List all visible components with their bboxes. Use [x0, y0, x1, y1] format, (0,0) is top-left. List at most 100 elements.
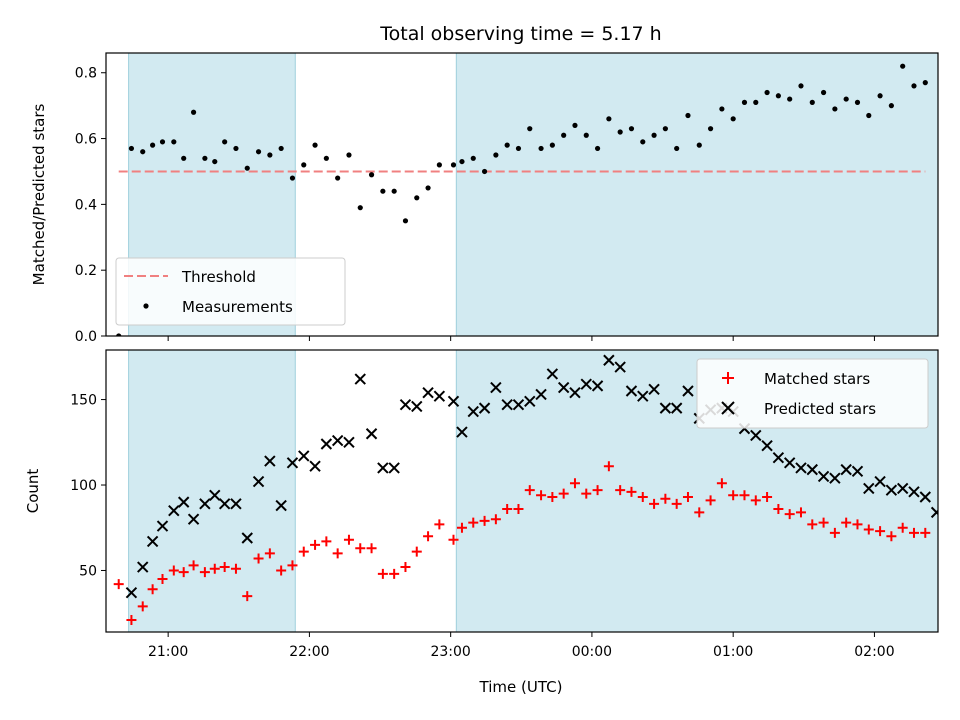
measurement-point: [190, 109, 197, 115]
measurement-point: [843, 96, 849, 102]
matched-star-point: [694, 507, 705, 518]
matched-star-point: [897, 522, 908, 533]
measurement-point: [911, 83, 917, 89]
measurement-point: [753, 99, 759, 105]
predicted-star-point: [874, 475, 886, 488]
y-tick-label: 50: [79, 563, 97, 579]
predicted-star-point: [286, 457, 299, 469]
predicted-star-point: [546, 368, 559, 380]
matched-star-point: [739, 490, 750, 501]
shaded-band: [456, 53, 938, 336]
predicted-star-point: [750, 429, 762, 442]
matched-star-point: [875, 526, 886, 537]
predicted-star-point: [433, 390, 446, 402]
matched-star-point: [841, 517, 852, 528]
measurement-point: [888, 103, 894, 109]
measurement-point: [707, 126, 714, 132]
measurement-point: [741, 99, 748, 105]
measurement-point: [255, 149, 262, 155]
predicted-star-point: [467, 405, 479, 418]
matched-star-point: [524, 485, 535, 496]
predicted-star-point: [501, 398, 513, 411]
predicted-star-point: [795, 462, 807, 474]
measurement-point: [414, 195, 420, 201]
predicted-star-point: [919, 491, 931, 503]
matched-star-point: [456, 522, 467, 533]
series-group: [113, 354, 938, 626]
predicted-star-point: [365, 428, 378, 440]
y-tick-label: 0.8: [75, 66, 97, 82]
predicted-star-point: [569, 387, 581, 399]
matched-star-point: [513, 503, 524, 514]
measurement-point: [233, 145, 239, 152]
matched-star-point: [230, 563, 241, 574]
predicted-star-point: [354, 373, 366, 385]
measurement-point: [150, 142, 156, 148]
predicted-star-point: [591, 380, 604, 392]
measurement-point: [335, 175, 341, 181]
measurement-point: [436, 162, 442, 168]
matched-star-point: [592, 485, 603, 496]
matched-star-point: [253, 553, 264, 564]
measurement-point: [527, 126, 533, 132]
measurement-point: [159, 139, 166, 145]
predicted-star-point: [156, 520, 169, 532]
axes-frame: [105, 52, 939, 337]
matched-star-point: [400, 562, 411, 573]
y-tick-label: 150: [70, 393, 97, 409]
predicted-star-point: [168, 504, 180, 517]
predicted-star-point: [209, 489, 221, 501]
predicted-star-point: [580, 378, 592, 390]
measurement-point: [628, 126, 635, 132]
matched-star-point: [448, 534, 459, 545]
predicted-star-point: [137, 561, 149, 573]
measurement-point: [323, 155, 329, 161]
y-tick-label: 100: [70, 478, 97, 494]
shaded-band: [128, 350, 296, 632]
matched-star-point: [773, 503, 784, 514]
predicted-star-point: [411, 400, 423, 413]
measurement-point: [346, 152, 352, 158]
measurement-point: [202, 155, 208, 161]
predicted-star-point: [524, 395, 536, 407]
measurement-point: [662, 126, 668, 132]
matched-star-point: [147, 584, 158, 595]
measurement-point: [450, 162, 457, 168]
x-tick-label: 21:00: [148, 644, 188, 660]
matched-star-point: [762, 491, 773, 502]
predicted-star-point: [252, 475, 265, 488]
measurement-point: [798, 83, 804, 89]
chart-title: Total observing time = 5.17 h: [379, 23, 661, 45]
matched-star-point: [355, 543, 366, 554]
series-group: [116, 63, 928, 336]
measurement-point: [128, 145, 135, 152]
matched-star-point: [649, 498, 660, 509]
measurement-point: [719, 106, 725, 112]
measurement-point: [900, 63, 906, 69]
legend-threshold-label: Threshold: [181, 268, 256, 286]
predicted-star-point: [840, 463, 852, 476]
matched-star-point: [795, 507, 806, 518]
matched-star-point: [157, 574, 168, 585]
matched-star-point: [863, 524, 874, 535]
matched-star-point: [113, 579, 124, 590]
matched-star-point: [168, 565, 179, 576]
measurement-point: [922, 80, 928, 86]
y-tick-label: 0.2: [75, 263, 97, 279]
measurement-point: [244, 165, 250, 171]
measurement-point: [515, 145, 522, 152]
matched-star-point: [547, 491, 558, 502]
measurement-point: [289, 175, 296, 181]
predicted-star-point: [614, 361, 626, 373]
y-tick-label: 0.6: [75, 132, 97, 148]
legend-measurement-swatch: [143, 303, 149, 309]
matched-star-point: [886, 531, 897, 542]
matched-star-point: [287, 560, 298, 571]
predicted-star-point: [264, 455, 276, 467]
measurement-point: [380, 188, 386, 194]
measurement-point: [809, 99, 815, 105]
y-axis-label: Matched/Predicted stars: [30, 104, 48, 286]
x-tick-label: 00:00: [572, 644, 612, 660]
matched-star-point: [321, 536, 332, 547]
predicted-star-point: [682, 385, 694, 397]
